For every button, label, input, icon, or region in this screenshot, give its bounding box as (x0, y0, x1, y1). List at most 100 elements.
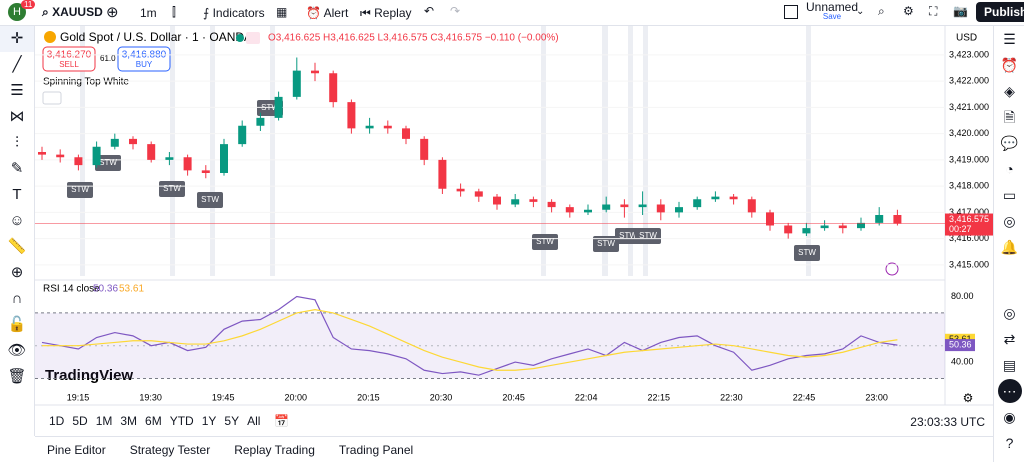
symbol-icon (44, 31, 56, 43)
interval[interactable]: 1m (140, 6, 157, 20)
magnet-tool[interactable]: ∩ (11, 290, 23, 307)
candle-body (838, 225, 847, 229)
alerts[interactable]: ⏰ (1000, 57, 1019, 73)
news[interactable]: 🗎 (1003, 109, 1016, 125)
x-tick-label: 22:15 (648, 392, 671, 402)
pattern-box (593, 236, 619, 252)
hotlist[interactable]: ◎ (1003, 213, 1016, 229)
chart-list[interactable]: ⇄ (1003, 331, 1016, 347)
range-button[interactable]: 5Y (224, 414, 240, 428)
fib-tool[interactable]: ☰ (10, 82, 24, 99)
pattern-box (95, 155, 121, 171)
candle-body (620, 204, 629, 208)
candle-body (511, 199, 520, 205)
rsi-ma-line (42, 309, 898, 371)
range-button[interactable]: All (247, 414, 261, 428)
undo[interactable]: ↶ (424, 4, 435, 18)
watchlist[interactable]: ☰ (1003, 31, 1016, 47)
range-button[interactable]: 1D (49, 414, 65, 428)
buy-button[interactable] (117, 46, 171, 72)
x-tick-label: 19:30 (139, 392, 162, 402)
candle-body (438, 159, 447, 189)
goto-date[interactable]: 📅 (274, 414, 290, 428)
x-tick-label: 20:00 (285, 392, 308, 402)
settings[interactable]: ⚙ (903, 4, 914, 18)
chat[interactable]: 💬 (1000, 135, 1019, 151)
pattern-tool[interactable]: ⋈ (9, 108, 25, 125)
x-tick-label: 22:45 (793, 392, 816, 402)
zoom-tool[interactable]: ⊕ (10, 264, 24, 281)
calendar[interactable]: ▭ (1002, 187, 1017, 203)
symbol[interactable]: ⌕ XAUUSD (42, 5, 103, 19)
range-button[interactable]: 3M (120, 414, 138, 428)
y-tick-label: 3,422.000 (949, 76, 989, 86)
bottom-tab[interactable]: Replay Trading (234, 442, 315, 457)
brush-tool[interactable]: ✎ (10, 160, 24, 177)
stream[interactable]: ◉ (1003, 409, 1016, 425)
cursor-tool[interactable]: ✛ (0, 26, 34, 52)
layout-icon[interactable] (784, 5, 798, 19)
candle-body (820, 225, 829, 229)
chart-type[interactable]: ⫿ (172, 5, 176, 19)
text-tool[interactable]: T (12, 186, 22, 203)
notifications[interactable]: 🔔 (1000, 239, 1019, 255)
range-button[interactable]: 5D (72, 414, 88, 428)
replay[interactable]: ⏮ Replay (360, 6, 412, 20)
ideas[interactable]: ◔ (1005, 161, 1014, 177)
candle-body (183, 157, 192, 171)
candle-body (311, 70, 319, 74)
candle-body (220, 144, 228, 173)
trend-line-tool[interactable]: ╱ (12, 56, 22, 73)
range-button[interactable]: YTD (169, 414, 194, 428)
measure-tool[interactable]: 📏 (7, 238, 27, 255)
delete-tool[interactable]: 🗑 (7, 368, 27, 385)
target[interactable]: ◎ (1003, 305, 1016, 321)
forecast-tool[interactable]: ⫶ (15, 134, 19, 151)
publish[interactable]: Publish (976, 2, 1024, 22)
icon-tool[interactable]: ☺ (9, 212, 25, 229)
candle-body (274, 96, 283, 118)
left-toolbar: ✛ ╱ ☰ ⋈ ⫶ ✎ T ☺ 📏 ⊕ ∩ 🔓 👁 🗑 (0, 26, 35, 436)
chart-settings[interactable]: ⚙ (963, 391, 974, 405)
last-price-tag (945, 213, 993, 236)
candle-body (256, 117, 265, 126)
add-symbol[interactable]: ⊕ (106, 4, 119, 21)
rsi-ma-legend-value: 53.61 (119, 284, 144, 295)
lock-tool[interactable]: 🔓 (7, 316, 27, 333)
candle-body (875, 215, 884, 223)
bottom-tab[interactable]: Trading Panel (338, 442, 414, 457)
bottom-tab[interactable]: Pine Editor (47, 442, 106, 457)
pattern-label: STW (798, 248, 816, 257)
quick-search[interactable]: ⌕ (878, 4, 885, 18)
templates[interactable]: ▦ (276, 5, 288, 19)
range-button[interactable]: 1M (95, 414, 113, 428)
sell-button[interactable] (42, 46, 96, 72)
candle-body (383, 125, 392, 129)
candle-body (365, 125, 374, 129)
range-button[interactable]: 6M (145, 414, 162, 428)
rsi-value-label: 50.36 (949, 339, 972, 349)
candle-body (493, 196, 501, 205)
screener[interactable]: ▤ (1002, 357, 1017, 373)
candle-body (92, 146, 101, 166)
redo[interactable]: ↷ (450, 4, 461, 18)
hide-tool[interactable]: 👁 (7, 342, 27, 359)
event-icon[interactable] (885, 262, 899, 276)
candle-body (857, 222, 865, 229)
layout[interactable]: Unnamed Save (806, 1, 858, 22)
apps[interactable]: ⋯ (997, 379, 1022, 403)
help[interactable]: ? (1005, 435, 1014, 451)
layout-menu[interactable]: ⌄ (856, 6, 865, 17)
alert[interactable]: ⏰ Alert (306, 6, 349, 20)
candle-body (147, 144, 156, 160)
candle-body (693, 199, 702, 208)
bottom-tab[interactable]: Strategy Tester (129, 442, 211, 457)
indicators[interactable]: ⨍ Indicators (203, 6, 265, 20)
snapshot[interactable]: 📷 (953, 4, 968, 18)
range-button[interactable]: 1Y (201, 414, 217, 428)
pattern-label: STW (597, 239, 615, 248)
fullscreen[interactable]: ⛶ (929, 4, 938, 18)
collapse-legend[interactable] (42, 91, 62, 105)
layers[interactable]: ◈ (1004, 83, 1015, 99)
